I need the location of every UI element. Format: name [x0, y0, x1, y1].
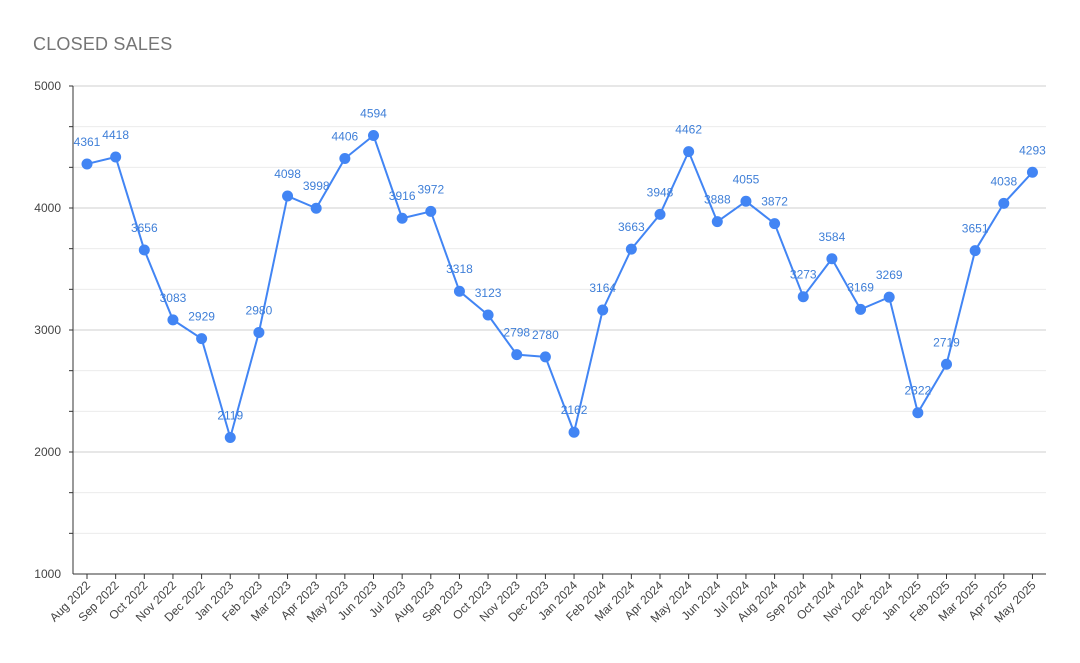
data-label: 3888 — [704, 193, 731, 207]
data-label: 3083 — [160, 291, 187, 305]
data-point — [81, 158, 93, 170]
data-label: 2780 — [532, 328, 559, 342]
data-point — [196, 333, 208, 345]
data-point — [711, 216, 723, 228]
data-point — [425, 205, 437, 217]
data-label: 2322 — [904, 384, 931, 398]
data-label: 2119 — [217, 408, 243, 422]
data-point — [797, 291, 809, 303]
data-point — [368, 130, 379, 142]
data-point — [941, 358, 952, 370]
data-point — [282, 190, 294, 202]
y-tick-label: 1000 — [34, 567, 61, 581]
data-point — [912, 407, 924, 419]
data-point — [539, 351, 551, 363]
data-point — [883, 291, 895, 303]
data-label: 3169 — [847, 280, 874, 294]
data-label: 3656 — [131, 221, 158, 235]
data-point — [224, 431, 236, 443]
y-tick-label: 2000 — [34, 445, 61, 459]
data-label: 4038 — [990, 174, 1017, 188]
data-point — [396, 212, 408, 224]
data-label: 4098 — [274, 167, 301, 181]
data-label: 2719 — [933, 335, 960, 349]
y-tick-label: 5000 — [34, 79, 61, 93]
data-point — [568, 426, 580, 438]
data-point — [167, 314, 179, 326]
y-tick-label: 3000 — [34, 323, 61, 337]
data-point — [453, 285, 465, 297]
data-point — [1026, 166, 1038, 178]
data-point — [826, 253, 838, 265]
data-label: 3872 — [761, 195, 788, 209]
data-label: 4361 — [74, 135, 101, 149]
data-label: 2162 — [561, 403, 588, 417]
data-point — [769, 218, 781, 230]
data-label: 3318 — [446, 262, 473, 276]
series-line-layer — [86, 134, 1034, 439]
data-label: 4418 — [102, 128, 129, 142]
data-label: 3651 — [962, 222, 989, 236]
series-line — [86, 134, 1034, 439]
data-point — [253, 326, 265, 338]
data-point — [110, 151, 122, 163]
data-point — [969, 245, 981, 257]
data-label: 4462 — [675, 123, 702, 137]
data-label: 3164 — [589, 281, 616, 295]
data-label: 3663 — [618, 220, 645, 234]
data-point — [310, 202, 322, 214]
data-label: 2929 — [188, 310, 215, 324]
data-label: 3584 — [819, 230, 846, 244]
data-point — [998, 197, 1010, 209]
chart-title: CLOSED SALES — [33, 34, 173, 54]
data-point — [339, 152, 351, 164]
data-point — [597, 304, 609, 316]
data-point — [625, 243, 637, 255]
y-tick-label: 4000 — [34, 201, 61, 215]
data-label: 3273 — [790, 268, 817, 282]
data-point — [482, 309, 494, 321]
data-label: 4594 — [360, 107, 387, 121]
data-points — [81, 130, 1038, 443]
data-point — [683, 146, 695, 158]
data-label: 4406 — [331, 129, 358, 143]
data-point — [138, 244, 150, 256]
gridlines — [73, 85, 1046, 534]
data-label: 3123 — [475, 286, 502, 300]
data-label: 3916 — [389, 189, 416, 203]
data-label: 3972 — [417, 182, 444, 196]
data-label: 3998 — [303, 179, 330, 193]
data-label: 3269 — [876, 268, 903, 282]
data-label: 2980 — [246, 303, 273, 317]
data-point — [654, 208, 666, 220]
data-point — [511, 349, 523, 361]
data-point — [855, 303, 867, 315]
data-label: 2798 — [503, 326, 530, 340]
data-label: 3948 — [647, 185, 674, 199]
data-label: 4055 — [733, 172, 760, 186]
data-point — [740, 195, 752, 207]
data-label: 4293 — [1019, 143, 1046, 157]
